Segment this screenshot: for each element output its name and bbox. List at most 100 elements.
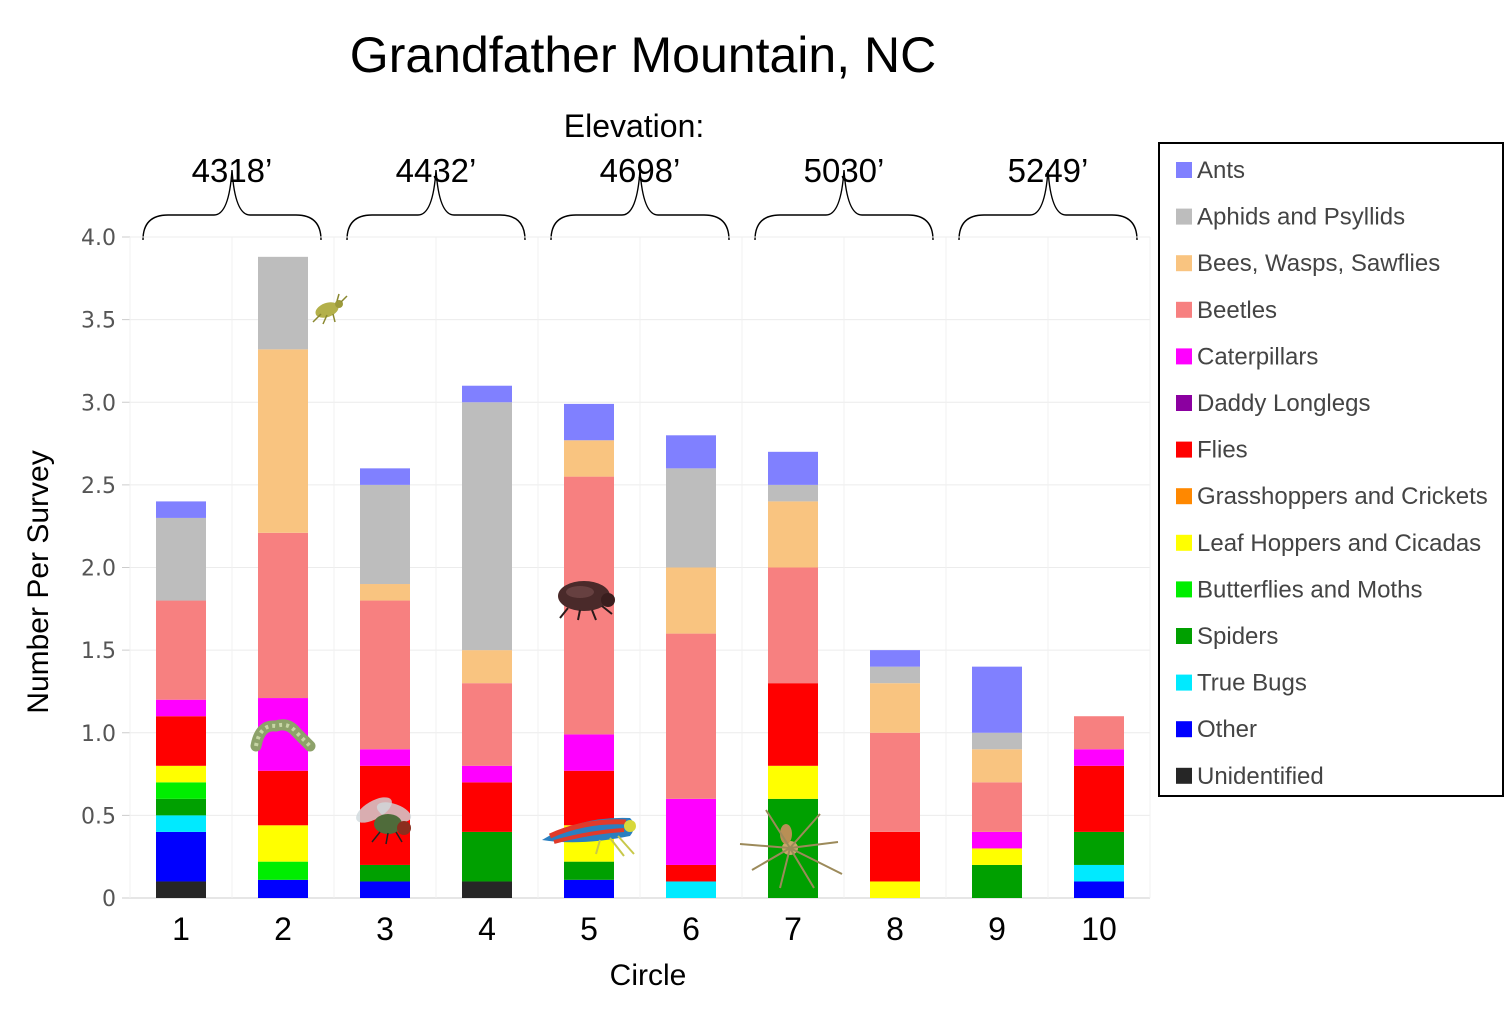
legend: Ants Aphids and Psyllids Bees, Wasps, Sawf… bbox=[1176, 157, 1488, 790]
bar-segment-other bbox=[156, 831, 206, 882]
elevation-label: 4698’ bbox=[600, 152, 681, 189]
y-tick-label: 1.5 bbox=[81, 639, 116, 664]
y-axis-label: Number Per Survey bbox=[22, 450, 55, 713]
leafhopper-image bbox=[542, 817, 636, 857]
legend-label: Butterflies and Moths bbox=[1197, 576, 1422, 603]
bar-segment-bees-wasps-sawflies bbox=[564, 440, 614, 477]
bar-segment-ants bbox=[156, 501, 206, 518]
legend-label: Other bbox=[1197, 716, 1257, 743]
beetle-image bbox=[558, 581, 615, 621]
bar-segment-bees-wasps-sawflies bbox=[972, 749, 1022, 783]
y-tick-label: 0 bbox=[102, 887, 116, 912]
legend-swatch bbox=[1176, 488, 1192, 505]
bar-segment-butterflies-and-moths bbox=[258, 861, 308, 880]
bar-segment-spiders bbox=[1074, 831, 1124, 865]
bar-segment-aphids-and-psyllids bbox=[666, 468, 716, 568]
bar-segment-bees-wasps-sawflies bbox=[360, 584, 410, 601]
bar-segment-caterpillars bbox=[972, 831, 1022, 849]
x-axis-label: Circle bbox=[610, 959, 687, 992]
elevation-bracket bbox=[346, 169, 526, 241]
y-tick-label: 2.5 bbox=[81, 474, 116, 499]
bar-segment-caterpillars bbox=[666, 798, 716, 865]
x-tick-label: 10 bbox=[1081, 911, 1117, 947]
x-tick-label: 2 bbox=[274, 911, 292, 947]
bar-segment-bees-wasps-sawflies bbox=[870, 683, 920, 733]
bar-segment-caterpillars bbox=[360, 749, 410, 766]
legend-swatch bbox=[1176, 162, 1192, 178]
bar-segment-caterpillars bbox=[1074, 749, 1124, 766]
bar-segment-spiders bbox=[462, 831, 512, 882]
legend-swatch bbox=[1176, 441, 1192, 458]
x-axis-ticks: 1 2 3 4 5 6 7 8 9 10 bbox=[172, 911, 1117, 947]
x-tick-label: 5 bbox=[580, 911, 598, 947]
bar-segment-flies bbox=[768, 683, 818, 766]
legend-label: Unidentified bbox=[1197, 763, 1324, 790]
elevation-label: 5030’ bbox=[804, 152, 885, 189]
bar-segment-aphids-and-psyllids bbox=[462, 402, 512, 651]
bar-segment-flies bbox=[564, 770, 614, 826]
bar-segment-true-bugs bbox=[666, 881, 716, 898]
bar-segment-bees-wasps-sawflies bbox=[462, 650, 512, 684]
elevation-label: 5249’ bbox=[1008, 152, 1089, 189]
elevation-bracket bbox=[550, 169, 730, 241]
bar-segment-ants bbox=[360, 468, 410, 485]
bar-segment-aphids-and-psyllids bbox=[870, 666, 920, 684]
bar-segment-beetles bbox=[258, 532, 308, 699]
caterpillar-image bbox=[250, 719, 316, 752]
bar-segment-beetles bbox=[462, 683, 512, 766]
bar-segment-other bbox=[360, 881, 410, 898]
bar-segment-ants bbox=[462, 385, 512, 403]
bar-segment-ants bbox=[666, 435, 716, 469]
legend-swatch bbox=[1176, 301, 1192, 318]
bar-segment-beetles bbox=[870, 732, 920, 832]
bar-segment-caterpillars bbox=[156, 699, 206, 717]
y-tick-label: 3.0 bbox=[81, 391, 116, 416]
bar-segment-leaf-hoppers-and-cicadas bbox=[972, 848, 1022, 865]
x-tick-label: 9 bbox=[988, 911, 1006, 947]
bar-segment-bees-wasps-sawflies bbox=[258, 349, 308, 533]
legend-swatch bbox=[1176, 674, 1192, 691]
bar-segment-butterflies-and-moths bbox=[156, 782, 206, 799]
bar-segment-other bbox=[1074, 881, 1124, 898]
bar-segment-flies bbox=[258, 770, 308, 826]
legend-label: Spiders bbox=[1197, 623, 1278, 650]
bar-segment-beetles bbox=[360, 600, 410, 750]
y-tick-label: 4.0 bbox=[81, 226, 116, 251]
bar-segment-ants bbox=[972, 666, 1022, 733]
legend-label: Beetles bbox=[1197, 297, 1277, 324]
legend-swatch bbox=[1176, 628, 1192, 644]
legend-swatch bbox=[1176, 581, 1192, 598]
elevation-title: Elevation: bbox=[564, 108, 705, 144]
bar-segment-spiders bbox=[564, 861, 614, 880]
bar-segment-aphids-and-psyllids bbox=[360, 484, 410, 585]
elevation-label: 4432’ bbox=[396, 152, 477, 189]
bar-segment-flies bbox=[666, 864, 716, 882]
x-tick-label: 6 bbox=[682, 911, 700, 947]
legend-swatch bbox=[1176, 534, 1192, 551]
bar-segment-leaf-hoppers-and-cicadas bbox=[768, 765, 818, 799]
bar-segment-flies bbox=[462, 782, 512, 832]
psyllid-image bbox=[312, 293, 348, 325]
legend-box bbox=[1158, 142, 1504, 797]
bar-segment-spiders bbox=[972, 864, 1022, 898]
bar-segment-bees-wasps-sawflies bbox=[666, 567, 716, 634]
legend-swatch bbox=[1176, 255, 1192, 272]
y-tick-label: 2.0 bbox=[81, 557, 116, 582]
bar-segment-ants bbox=[870, 650, 920, 667]
bar-segment-caterpillars bbox=[462, 765, 512, 783]
bar-segment-flies bbox=[870, 831, 920, 882]
bar-segment-true-bugs bbox=[1074, 864, 1124, 882]
bar-segment-other bbox=[258, 879, 308, 898]
bar-segment-leaf-hoppers-and-cicadas bbox=[258, 825, 308, 862]
legend-swatch bbox=[1176, 348, 1192, 365]
x-tick-label: 8 bbox=[886, 911, 904, 947]
legend-label: Aphids and Psyllids bbox=[1197, 204, 1405, 231]
elevation-bracket bbox=[142, 169, 322, 241]
legend-label: Flies bbox=[1197, 437, 1248, 464]
legend-label: Daddy Longlegs bbox=[1197, 390, 1370, 417]
bars bbox=[156, 256, 1124, 898]
legend-label: Ants bbox=[1197, 157, 1245, 184]
bar-segment-beetles bbox=[1074, 716, 1124, 750]
bar-segment-ants bbox=[564, 403, 614, 441]
bar-segment-spiders bbox=[156, 798, 206, 816]
